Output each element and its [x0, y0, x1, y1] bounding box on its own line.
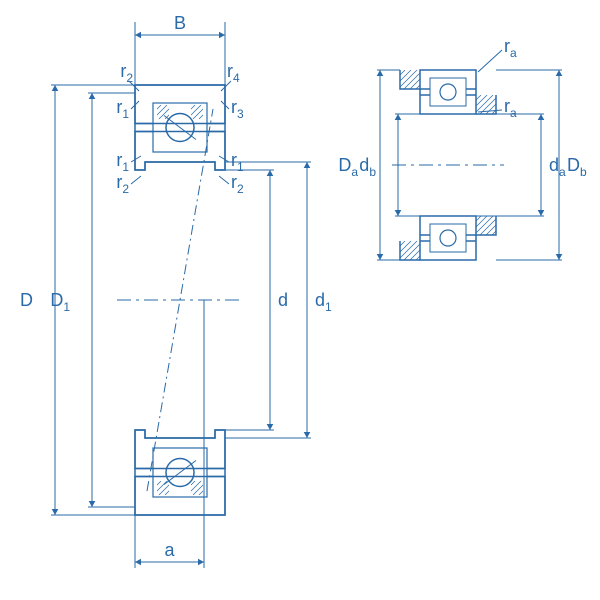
svg-text:a: a [164, 540, 175, 560]
svg-text:r1: r1 [116, 150, 129, 174]
svg-text:ra: ra [504, 36, 517, 60]
svg-text:r3: r3 [231, 97, 244, 121]
svg-text:Da: Da [338, 155, 358, 179]
svg-text:r4: r4 [227, 61, 240, 85]
svg-text:D1: D1 [50, 290, 70, 314]
svg-text:Db: Db [567, 155, 587, 179]
svg-text:da: da [549, 155, 566, 179]
svg-text:r2: r2 [231, 172, 244, 196]
svg-text:r1: r1 [116, 97, 129, 121]
svg-text:r2: r2 [116, 172, 129, 196]
svg-text:ra: ra [504, 96, 517, 120]
svg-text:d1: d1 [315, 290, 332, 314]
svg-text:B: B [174, 13, 186, 33]
svg-text:r2: r2 [120, 61, 133, 85]
svg-text:d: d [278, 290, 288, 310]
svg-text:db: db [359, 155, 376, 179]
svg-text:D: D [20, 290, 33, 310]
